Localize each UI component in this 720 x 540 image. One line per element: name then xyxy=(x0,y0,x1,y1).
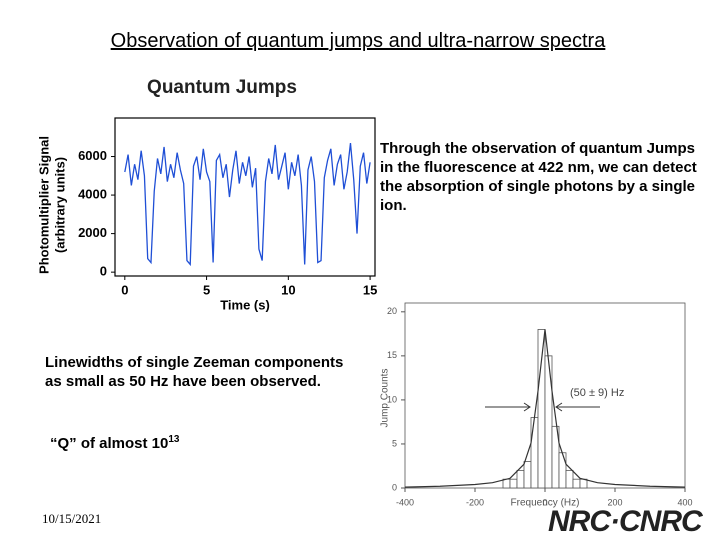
histogram-bar xyxy=(516,469,525,489)
histogram-bar xyxy=(530,417,539,489)
x-axis-label: Time (s) xyxy=(220,297,270,312)
histogram-bar xyxy=(558,452,567,489)
y-tick-label: 2000 xyxy=(78,225,107,240)
x-axis-label: Frequency (Hz) xyxy=(511,498,580,509)
y-tick-label: 0 xyxy=(392,482,397,492)
histogram-bar xyxy=(523,461,532,489)
x-tick-label: 5 xyxy=(203,282,210,297)
y-tick-label: 6000 xyxy=(78,148,107,163)
y-tick-label: 0 xyxy=(100,264,107,279)
date: 10/15/2021 xyxy=(42,511,102,526)
histogram-bar xyxy=(572,478,581,489)
arrow-right xyxy=(555,402,600,412)
x-tick-label: 0 xyxy=(542,497,547,507)
left-text: Linewidths of single Zeeman components a… xyxy=(45,354,344,390)
right-text: Through the observation of quantum Jumps… xyxy=(380,140,697,214)
slide-title: Observation of quantum jumps and ultra-n… xyxy=(110,30,606,52)
q-exponent: 13 xyxy=(168,434,180,445)
histogram-bar xyxy=(537,329,546,489)
y-tick-label: 10 xyxy=(387,394,397,404)
y-tick-label: 20 xyxy=(387,306,397,316)
y-axis-label: (arbitrary units) xyxy=(52,157,67,253)
chart-title: Quantum Jumps xyxy=(147,77,297,98)
y-axis-label: Photomultiplier Signal xyxy=(36,136,51,274)
y-tick-label: 5 xyxy=(392,438,397,448)
fit-curve xyxy=(404,329,686,488)
histogram-bar xyxy=(509,478,518,489)
arrow-left xyxy=(485,402,531,412)
x-tick-label: 15 xyxy=(363,282,377,297)
histogram-bar xyxy=(502,478,511,489)
x-tick-label: 200 xyxy=(607,497,622,507)
plot-frame xyxy=(114,117,376,277)
y-axis-label: Jump Counts xyxy=(380,369,391,428)
signal-line xyxy=(124,142,371,267)
x-tick-label: 400 xyxy=(677,497,692,507)
x-tick-label: 10 xyxy=(281,282,295,297)
q-base: “Q” of almost 10 xyxy=(50,435,169,452)
annotation: (50 ± 9) Hz xyxy=(570,387,624,399)
q-text: “Q” of almost 1013 xyxy=(50,434,179,452)
y-tick-label: 4000 xyxy=(78,187,107,202)
x-tick-label: -400 xyxy=(396,497,414,507)
histogram-bar xyxy=(579,478,588,489)
histogram-bar xyxy=(544,355,553,489)
histogram-bar xyxy=(565,469,574,489)
x-tick-label: -200 xyxy=(466,497,484,507)
x-tick-label: 0 xyxy=(121,282,128,297)
y-tick-label: 15 xyxy=(387,350,397,360)
logo: NRC·CNRC xyxy=(548,505,703,538)
